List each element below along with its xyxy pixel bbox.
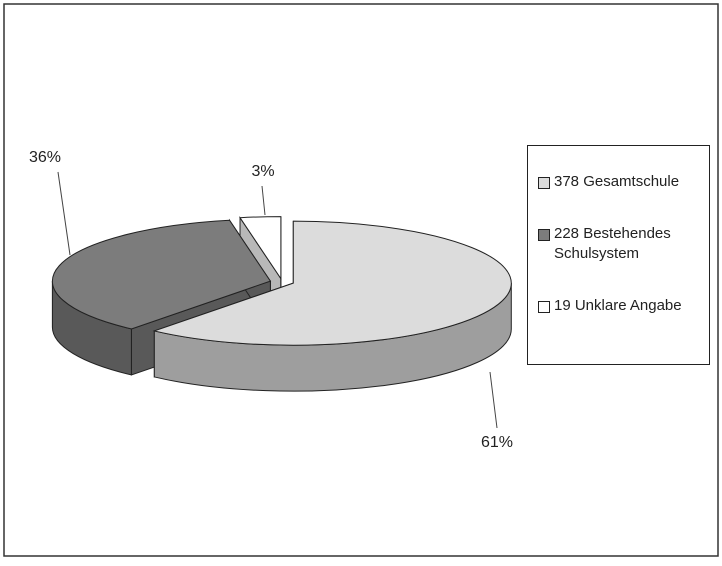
legend-swatch — [538, 229, 550, 241]
slice-top — [152, 220, 512, 346]
legend-item: 19 Unklare Angabe — [538, 297, 709, 316]
data-label: 36% — [29, 149, 61, 166]
pie — [51, 216, 512, 392]
legend-item: 228 Bestehendes Schulsystem — [538, 225, 709, 264]
leader-line — [57, 171, 71, 256]
legend: 378 Gesamtschule 228 Bestehendes Schulsys… — [527, 145, 710, 365]
legend-label: 378 Gesamtschule — [554, 173, 680, 190]
legend-item: 378 Gesamtschule — [538, 173, 709, 192]
leader-line — [261, 185, 266, 216]
legend-label: 19 Unklare Angabe — [554, 297, 682, 314]
legend-swatch — [538, 177, 550, 189]
chart-frame — [3, 3, 719, 557]
leader-line — [489, 371, 498, 429]
slice-top — [239, 216, 282, 281]
legend-swatch — [538, 301, 550, 313]
labels: 61% 36% 3% — [29, 149, 513, 451]
legend-label: 228 Bestehendes Schulsystem — [554, 225, 671, 262]
slice-top — [51, 219, 272, 330]
data-label: 61% — [481, 434, 513, 451]
data-label: 3% — [251, 163, 274, 180]
slice — [152, 220, 512, 392]
